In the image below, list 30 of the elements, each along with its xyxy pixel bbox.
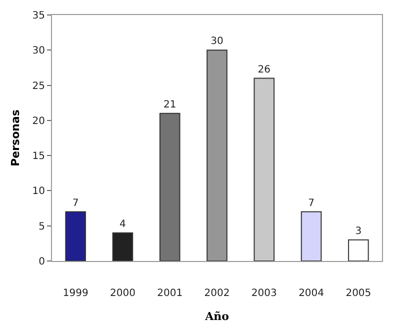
bar <box>348 239 369 261</box>
x-tick-label: 1999 <box>62 288 88 299</box>
x-tick-label: 2003 <box>251 288 277 299</box>
data-label: 7 <box>72 198 79 209</box>
bar <box>112 232 134 261</box>
x-tick-label: 2002 <box>204 288 230 299</box>
bar <box>159 112 180 261</box>
data-label: 21 <box>163 99 176 110</box>
x-axis-title: Año <box>204 310 229 324</box>
data-label: 7 <box>308 198 314 209</box>
bar <box>254 78 275 261</box>
data-label: 26 <box>258 64 271 76</box>
bar <box>300 211 322 261</box>
y-tick-label: 10 <box>32 186 45 198</box>
x-tick-label: 2001 <box>157 288 183 299</box>
x-tick-label: 2004 <box>298 288 324 299</box>
y-tick-label: 15 <box>32 151 45 162</box>
x-tick-label: 2000 <box>110 288 136 299</box>
y-tick-label: 5 <box>38 221 45 232</box>
y-tick-label: 20 <box>32 116 45 127</box>
y-tick-label: 25 <box>32 80 45 92</box>
bar <box>65 211 86 261</box>
y-tick-label: 35 <box>32 10 45 22</box>
data-label: 30 <box>210 36 224 48</box>
y-axis-title: Personas <box>8 109 22 166</box>
y-tick-label: 0 <box>38 256 45 268</box>
data-label: 4 <box>120 218 126 230</box>
y-tick-label: 30 <box>32 46 45 57</box>
x-tick-label: 2005 <box>346 288 372 299</box>
data-label: 3 <box>355 226 362 237</box>
